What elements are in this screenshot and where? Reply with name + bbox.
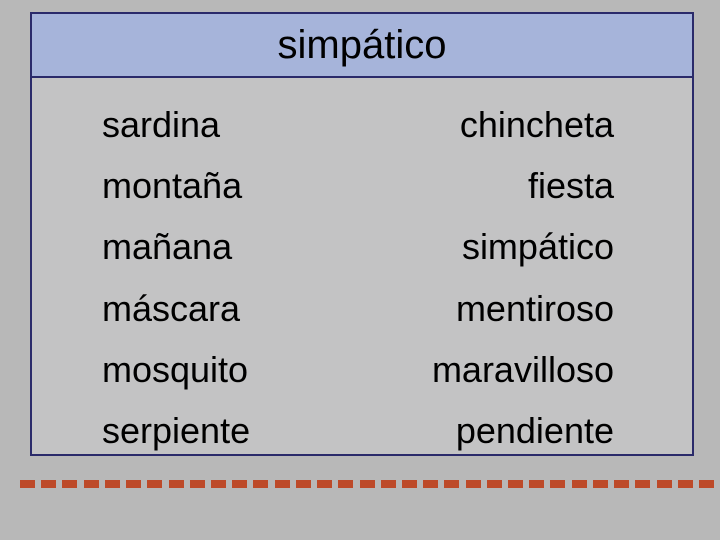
dash-segment	[678, 480, 693, 488]
dash-segment	[84, 480, 99, 488]
dash-segment	[317, 480, 332, 488]
dash-segment	[657, 480, 672, 488]
word-right-4: maravilloso	[432, 339, 614, 400]
dash-segment	[593, 480, 608, 488]
dash-segment	[572, 480, 587, 488]
header-bar: simpático	[32, 14, 692, 78]
dash-segment	[487, 480, 502, 488]
dash-segment	[275, 480, 290, 488]
word-left-1: montaña	[102, 155, 250, 216]
dash-segment	[614, 480, 629, 488]
left-column: sardina montaña mañana máscara mosquito …	[102, 94, 250, 461]
word-left-3: máscara	[102, 278, 250, 339]
dash-segment	[147, 480, 162, 488]
word-left-4: mosquito	[102, 339, 250, 400]
dash-segment	[190, 480, 205, 488]
word-right-5: pendiente	[432, 400, 614, 461]
word-right-2: simpático	[432, 216, 614, 277]
dash-segment	[338, 480, 353, 488]
dash-segment	[169, 480, 184, 488]
dash-segment	[466, 480, 481, 488]
dash-segment	[635, 480, 650, 488]
dash-segment	[62, 480, 77, 488]
dash-segment	[381, 480, 396, 488]
dash-row	[20, 480, 714, 500]
header-title: simpático	[278, 23, 447, 68]
dash-segment	[444, 480, 459, 488]
dash-segment	[253, 480, 268, 488]
dash-segment	[126, 480, 141, 488]
dash-segment	[360, 480, 375, 488]
dash-segment	[508, 480, 523, 488]
dash-segment	[423, 480, 438, 488]
dash-segment	[529, 480, 544, 488]
dash-segment	[211, 480, 226, 488]
word-right-3: mentiroso	[432, 278, 614, 339]
word-left-0: sardina	[102, 94, 250, 155]
right-column: chincheta fiesta simpático mentiroso mar…	[432, 94, 614, 461]
dash-segment	[699, 480, 714, 488]
dash-segment	[232, 480, 247, 488]
dash-segment	[105, 480, 120, 488]
word-left-5: serpiente	[102, 400, 250, 461]
dash-segment	[41, 480, 56, 488]
vocab-frame: simpático sardina montaña mañana máscara…	[30, 12, 694, 456]
body-area: sardina montaña mañana máscara mosquito …	[32, 78, 692, 454]
word-right-1: fiesta	[432, 155, 614, 216]
word-right-0: chincheta	[432, 94, 614, 155]
word-left-2: mañana	[102, 216, 250, 277]
dash-segment	[20, 480, 35, 488]
dash-segment	[550, 480, 565, 488]
dash-segment	[402, 480, 417, 488]
dash-segment	[296, 480, 311, 488]
